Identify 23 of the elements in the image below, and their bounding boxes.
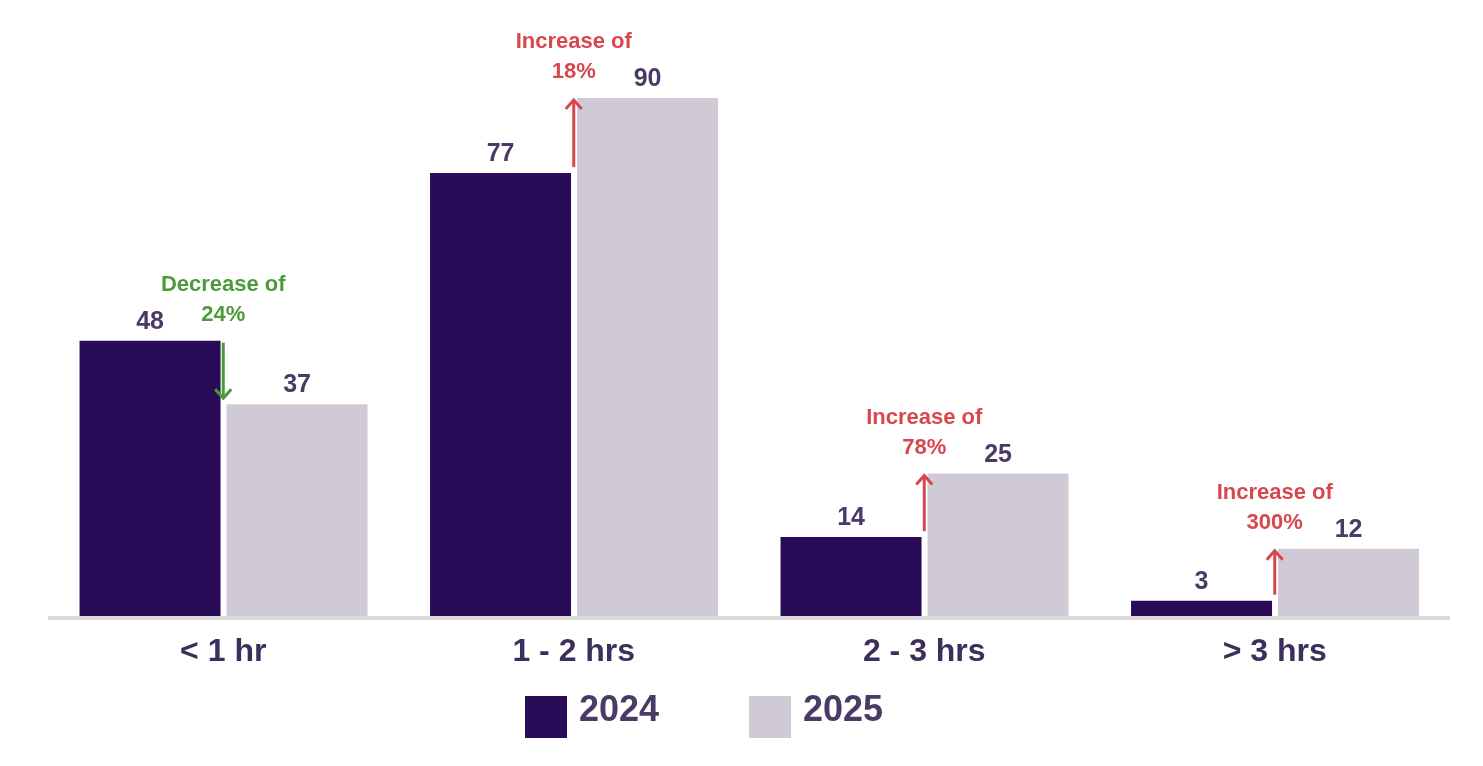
legend-label: 2024 [578,688,659,729]
bar [430,173,572,618]
annotation: Increase of 300% [1216,478,1334,534]
bar [780,537,922,618]
bar [1278,548,1420,618]
x-tick-label: > 3 hrs [1222,631,1327,668]
data-label: 37 [283,369,311,398]
annotation: Increase of 18% [515,28,633,83]
bar [577,98,719,618]
data-label: 3 [1194,565,1209,594]
data-label: 25 [984,438,1013,467]
legend-label: 2025 [803,688,884,729]
data-label: 77 [486,138,515,167]
x-tick-label: 1 - 2 hrs [512,631,636,668]
annotation: Increase of 78% [866,403,983,459]
bar [927,473,1069,618]
data-label: 14 [837,502,866,531]
x-tick-label: < 1 hr [180,631,267,668]
bar [79,340,221,618]
x-tick-label: 2 - 3 hrs [862,631,986,668]
data-label: 90 [633,63,662,91]
data-label: 12 [1334,513,1363,542]
bar [226,404,368,618]
